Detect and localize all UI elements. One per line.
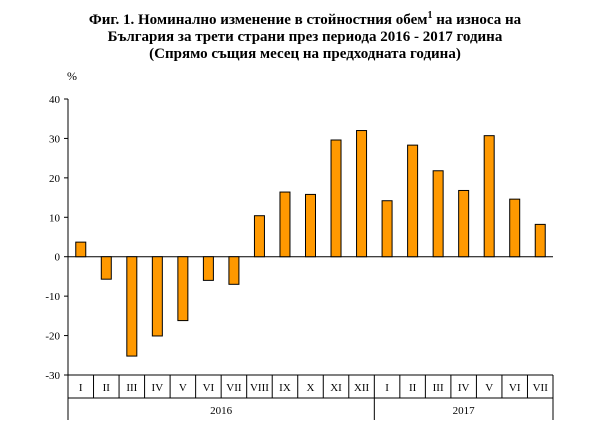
bar bbox=[202, 256, 214, 281]
chart-title: Фиг. 1. Номинално изменение в стойностни… bbox=[0, 10, 610, 63]
title-line-2: България за трети страни през периода 20… bbox=[107, 29, 503, 45]
y-tick-label: 10 bbox=[49, 212, 61, 224]
x-tick-label: IV bbox=[458, 382, 470, 394]
y-tick-label: -20 bbox=[45, 331, 60, 343]
title-line-1: Фиг. 1. Номинално изменение в стойностни… bbox=[88, 10, 522, 29]
x-tick-label: V bbox=[179, 382, 187, 394]
bar bbox=[381, 200, 393, 258]
bar bbox=[458, 189, 470, 258]
x-tick-label: IV bbox=[152, 382, 164, 394]
bar bbox=[509, 198, 521, 258]
x-tick-label: VI bbox=[509, 382, 521, 394]
bar bbox=[253, 215, 265, 258]
title-line-3: (Спрямо същия месец на предходната годин… bbox=[149, 46, 461, 62]
bar bbox=[483, 135, 495, 258]
bar bbox=[151, 256, 163, 337]
x-tick-label: VI bbox=[203, 382, 215, 394]
group-label: 2016 bbox=[210, 405, 233, 417]
x-tick-label: IX bbox=[279, 382, 291, 394]
y-tick-label: 40 bbox=[49, 94, 61, 106]
y-axis-label: % bbox=[67, 69, 77, 83]
x-tick-label: VII bbox=[533, 382, 549, 394]
bar bbox=[356, 130, 368, 258]
x-tick-label: I bbox=[385, 382, 389, 394]
y-tick-label: -30 bbox=[45, 370, 60, 382]
x-tick-label: II bbox=[409, 382, 417, 394]
bar bbox=[534, 223, 546, 258]
y-tick-label: 20 bbox=[49, 173, 61, 185]
x-tick-label: XII bbox=[354, 382, 370, 394]
bar bbox=[432, 170, 444, 258]
x-tick-label: V bbox=[485, 382, 493, 394]
bar bbox=[305, 193, 316, 258]
bar bbox=[177, 256, 189, 322]
x-tick-label: III bbox=[433, 382, 444, 394]
bar bbox=[100, 256, 112, 280]
y-tick-label: -10 bbox=[45, 291, 60, 303]
x-tick-label: XI bbox=[330, 382, 342, 394]
x-tick-label: II bbox=[103, 382, 111, 394]
bar bbox=[330, 139, 342, 258]
x-tick-label: VII bbox=[226, 382, 242, 394]
bar bbox=[126, 256, 138, 357]
y-tick-label: 0 bbox=[55, 252, 61, 264]
bar bbox=[228, 256, 240, 285]
bar bbox=[279, 191, 291, 258]
x-tick-label: III bbox=[126, 382, 137, 394]
x-tick-label: I bbox=[79, 382, 83, 394]
group-label: 2017 bbox=[453, 405, 476, 417]
y-tick-label: 30 bbox=[49, 133, 61, 145]
x-tick-label: VIII bbox=[250, 382, 269, 394]
x-tick-label: X bbox=[307, 382, 315, 394]
bar bbox=[75, 241, 87, 258]
bar bbox=[407, 144, 419, 258]
